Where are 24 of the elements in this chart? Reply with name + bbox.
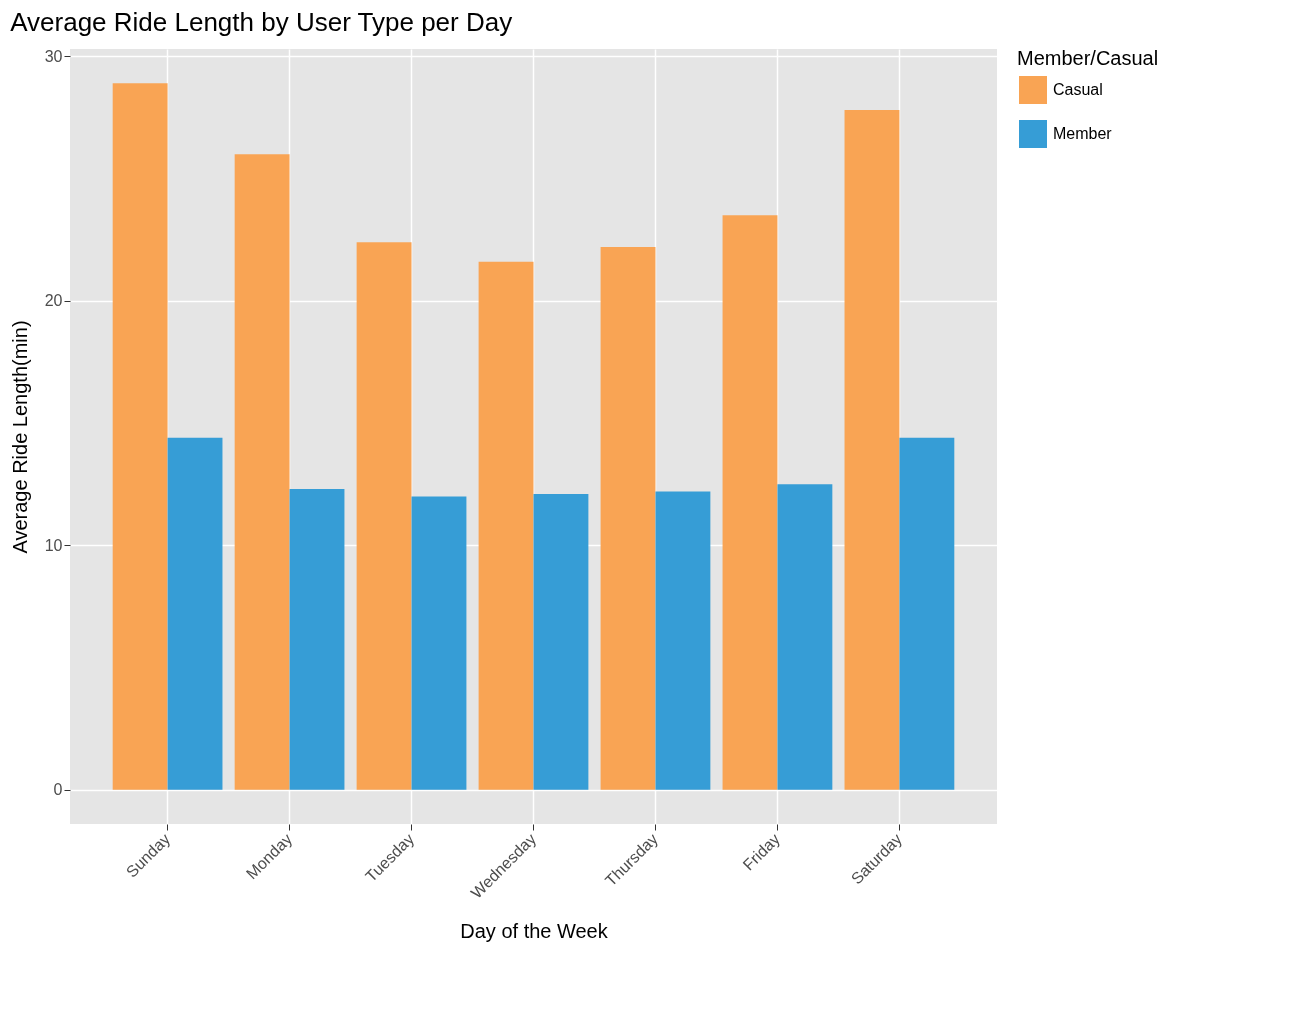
bar — [478, 261, 534, 790]
chart-title: Average Ride Length by User Type per Day — [10, 7, 513, 38]
x-axis-title: Day of the Week — [460, 919, 609, 942]
bar — [356, 242, 412, 790]
bar — [600, 247, 656, 790]
bar — [722, 215, 778, 790]
bar — [899, 437, 955, 790]
legend-label: Casual — [1053, 81, 1103, 98]
bar — [655, 491, 711, 790]
bar — [167, 437, 223, 790]
y-axis-title: Average Ride Length(min) — [8, 320, 31, 554]
y-tick-label: 20 — [44, 292, 63, 310]
bar — [844, 110, 900, 790]
bar — [112, 83, 168, 790]
bar — [289, 489, 345, 790]
bar — [533, 493, 589, 790]
y-tick-label: 10 — [44, 536, 63, 554]
legend-title: Member/Casual — [1017, 47, 1159, 69]
bar — [777, 484, 833, 790]
bar — [411, 496, 467, 790]
y-tick-label: 0 — [53, 781, 63, 799]
legend-label: Member — [1053, 125, 1113, 142]
y-tick-label: 30 — [44, 47, 63, 65]
bar — [234, 154, 290, 790]
